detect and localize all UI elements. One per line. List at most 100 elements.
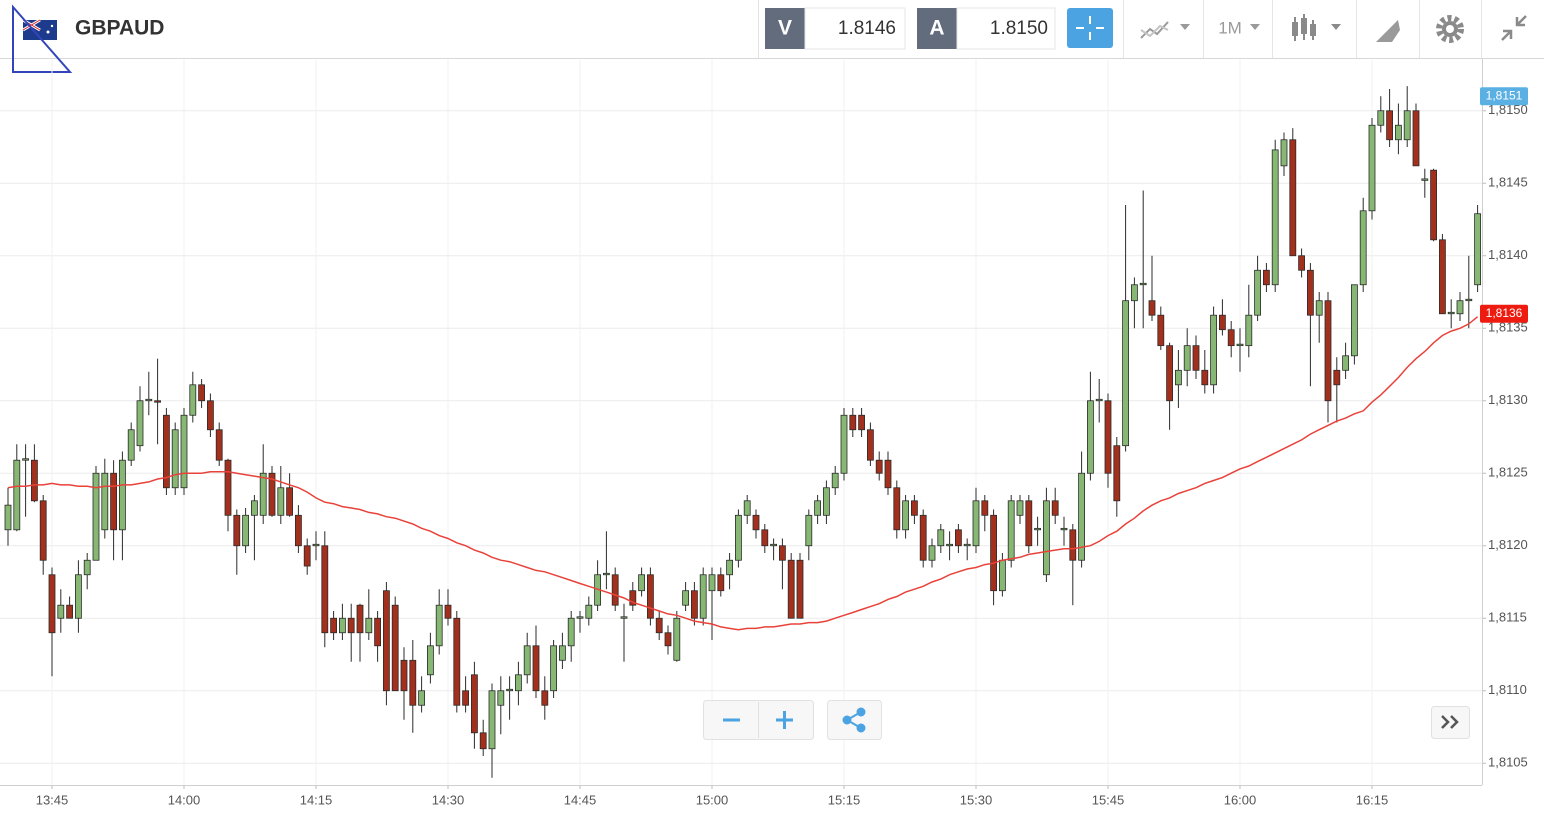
flag-icon xyxy=(22,18,57,40)
candle-body xyxy=(1263,269,1270,286)
candle-body xyxy=(444,604,452,619)
candle-body xyxy=(1034,527,1041,531)
candle-body xyxy=(567,617,575,647)
candle-body xyxy=(206,400,214,431)
candle-body xyxy=(1280,139,1288,167)
candle-body xyxy=(1439,239,1446,315)
candle-body xyxy=(664,632,672,647)
candle-body xyxy=(743,500,751,516)
candle-body xyxy=(1201,369,1209,386)
candle-body xyxy=(268,472,276,516)
candle-body xyxy=(1456,300,1464,315)
candle-body xyxy=(708,574,716,592)
candle-body xyxy=(92,472,100,561)
crosshair-button[interactable] xyxy=(1067,8,1113,48)
candle-body xyxy=(867,429,874,461)
candle-body xyxy=(691,590,698,619)
candle-body xyxy=(699,574,707,619)
candle-body xyxy=(884,459,892,489)
candle-body xyxy=(981,500,989,516)
bid-button[interactable] xyxy=(765,8,805,49)
candle-body xyxy=(338,617,346,634)
ask-box xyxy=(956,7,1056,50)
candle-body xyxy=(541,690,549,706)
timeframe[interactable]: 1M xyxy=(1218,18,1242,37)
candle-body xyxy=(1289,139,1297,257)
candle-body xyxy=(1430,169,1437,241)
zoom-in[interactable] xyxy=(776,711,793,729)
candle-body xyxy=(1025,500,1033,547)
candle-type-icon[interactable] xyxy=(1292,14,1341,41)
candle-body xyxy=(911,500,918,516)
candle-body xyxy=(787,559,795,619)
candle-body xyxy=(154,400,162,403)
candle-body xyxy=(515,674,522,692)
candle-body xyxy=(1386,110,1393,141)
candle-body xyxy=(303,545,311,567)
settings-icon[interactable] xyxy=(1436,15,1464,43)
candle-body xyxy=(1359,210,1367,286)
candle-body xyxy=(110,472,117,531)
candle-body xyxy=(576,616,584,619)
candle-body xyxy=(506,688,514,692)
y-tick-label: 1,8125 xyxy=(1488,465,1528,480)
candle-body xyxy=(277,487,285,516)
candle-body xyxy=(928,545,936,561)
candle-body xyxy=(180,414,188,489)
candle-body xyxy=(1474,213,1481,286)
crosshair-icon xyxy=(1076,16,1104,40)
selection-outline xyxy=(12,4,73,73)
candle-body xyxy=(655,617,663,634)
bid-box xyxy=(804,7,906,50)
candle-body xyxy=(418,690,426,706)
candle-body xyxy=(171,429,179,489)
candle-body xyxy=(673,617,681,661)
candle-body xyxy=(198,384,206,402)
candle-body xyxy=(1210,314,1217,386)
candle-body xyxy=(559,645,566,661)
drawing-icon[interactable] xyxy=(1376,20,1400,42)
candle-body xyxy=(286,487,294,516)
candle-body xyxy=(1465,298,1473,302)
y-tick-label: 1,8140 xyxy=(1488,247,1528,262)
scroll-end-button[interactable] xyxy=(1431,706,1470,739)
candle-body xyxy=(1166,345,1173,402)
candle-body xyxy=(409,659,417,706)
candle-body xyxy=(752,514,760,531)
chart-type-icon[interactable] xyxy=(1140,21,1190,39)
price-label: 1,8136 xyxy=(1486,306,1523,320)
candle-body xyxy=(726,559,733,576)
candle-body xyxy=(1183,345,1191,371)
candle-body xyxy=(937,529,945,547)
candle-body xyxy=(796,559,804,619)
share-button[interactable] xyxy=(827,700,882,740)
x-tick-label: 14:15 xyxy=(300,792,333,807)
candle-body xyxy=(1368,124,1376,212)
candle-body xyxy=(1069,529,1077,561)
candle-body xyxy=(1315,300,1323,316)
candle-body xyxy=(946,543,953,547)
candle-body xyxy=(189,384,197,416)
candle-body xyxy=(647,574,654,619)
candle-body xyxy=(1051,500,1059,516)
candle-body xyxy=(1307,269,1314,316)
candle-body xyxy=(1271,149,1279,286)
candle-body xyxy=(1104,400,1112,474)
candle-body xyxy=(805,514,813,547)
candle-body xyxy=(840,414,848,474)
candle-body xyxy=(532,645,540,692)
x-tick-label: 16:00 xyxy=(1224,792,1257,807)
ask-button[interactable] xyxy=(917,8,957,49)
collapse-icon[interactable] xyxy=(1501,15,1527,41)
candle-body xyxy=(682,590,689,606)
candle-body xyxy=(1175,369,1182,386)
price-label-box xyxy=(1480,87,1528,106)
candle-body xyxy=(902,500,909,531)
candle-body xyxy=(294,514,302,547)
candle-body xyxy=(717,574,725,592)
candle-body xyxy=(57,604,65,619)
candle-body xyxy=(1016,500,1024,516)
candle-body xyxy=(611,574,619,606)
candle-body xyxy=(1403,110,1411,141)
candle-body xyxy=(1342,355,1349,371)
